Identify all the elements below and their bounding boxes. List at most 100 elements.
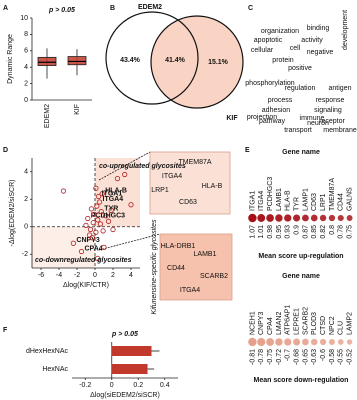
y-tick-label: 2	[24, 196, 28, 203]
set-label: KIF	[226, 115, 238, 122]
word: phosphorylation	[245, 80, 295, 87]
value-label: -0.55	[338, 349, 345, 365]
panel-label: F	[3, 327, 8, 334]
panel-label: B	[110, 5, 115, 12]
point-label: HLA-B	[105, 188, 127, 195]
point	[78, 248, 85, 255]
zoom-label: ITGA4	[162, 173, 182, 180]
word: antigen	[329, 85, 352, 92]
point	[114, 176, 121, 182]
word: receptor	[319, 118, 345, 125]
point	[95, 255, 101, 261]
x-tick-label: 0	[110, 382, 114, 389]
zoom-box	[149, 151, 231, 215]
region	[32, 226, 95, 268]
x-tick-label: -4	[56, 272, 62, 279]
word: process	[268, 97, 293, 104]
point	[93, 185, 99, 191]
annotation: Kifunensine-specific glycosites	[151, 219, 158, 314]
x-tick-label: 2	[111, 272, 115, 279]
gene-label: ATP6AP1	[285, 305, 292, 335]
gene-label: LAMP1	[302, 188, 309, 211]
gene-label: CD44	[338, 193, 345, 211]
value-label: 0.95	[276, 225, 283, 239]
point	[83, 222, 89, 228]
value-label: -0.7	[285, 349, 292, 361]
dot	[337, 339, 344, 345]
x-tick-label: 0.2	[133, 382, 143, 389]
word: apoptotic	[254, 37, 283, 44]
point	[128, 202, 134, 208]
x-axis-label: Mean score up-regulation	[258, 253, 343, 260]
gene-label: CTSD	[320, 316, 327, 335]
gene-label: PLOD3	[311, 312, 318, 335]
bar	[111, 346, 152, 356]
dot	[266, 338, 274, 346]
gene-label: LEPRE1	[293, 308, 300, 335]
gene-label: CD63	[311, 193, 318, 211]
dot	[337, 214, 344, 222]
point	[60, 188, 67, 194]
zoom-label: SCARB2	[200, 273, 228, 280]
dot	[310, 214, 318, 222]
dot	[293, 214, 301, 222]
point	[97, 221, 104, 227]
point	[93, 229, 99, 235]
dot	[346, 339, 353, 345]
point	[95, 217, 101, 223]
dot	[275, 214, 283, 222]
point	[98, 209, 104, 215]
panel-label: C	[248, 5, 253, 12]
gene-label: CLU	[338, 321, 345, 335]
dot	[275, 338, 283, 346]
zoom-label: LAMB1	[194, 251, 217, 258]
region-value: 15.1%	[208, 59, 229, 66]
y-axis-label: -Δlog(EDEM2/siSCR)	[9, 180, 16, 247]
y-tick-label: 8	[24, 31, 28, 38]
zoom-label: TMEM87A	[178, 159, 211, 166]
value-label: -0.58	[329, 349, 336, 365]
connector	[98, 151, 151, 181]
value-label: -0.68	[293, 349, 300, 365]
x-tick-label: -2	[74, 272, 80, 279]
value-label: 0.87	[302, 225, 309, 239]
word: transport	[284, 127, 312, 134]
gene-label: LMAN2	[276, 312, 283, 335]
word: response	[316, 97, 345, 104]
gene-label: LAMB1	[276, 188, 283, 211]
word: cell	[290, 45, 301, 52]
dot	[293, 338, 301, 346]
y-tick-label: 6	[24, 48, 28, 55]
point	[100, 228, 106, 234]
y-tick-label: 10	[20, 15, 28, 22]
dot	[302, 338, 309, 346]
gene-label: LAMP2	[346, 312, 353, 335]
point	[96, 199, 103, 205]
point-label: ITGA1	[102, 190, 123, 197]
word: development	[342, 10, 349, 50]
value-label: 0.82	[320, 225, 327, 239]
point	[87, 226, 94, 233]
dot	[266, 214, 274, 222]
panel-label: A	[3, 5, 8, 12]
annotation: co-downregulated glycosites	[35, 257, 132, 264]
dot	[328, 214, 336, 222]
x-tick-label: 0	[93, 272, 97, 279]
y-tick-label: 4	[24, 169, 28, 176]
dot	[302, 214, 309, 222]
y-tick-label: 4	[24, 64, 28, 71]
gene-label: SCARB2	[302, 307, 309, 335]
point	[103, 213, 109, 219]
word: activity	[301, 37, 323, 44]
zoom-label: CD63	[179, 199, 197, 206]
gene-label: PCDHGC3	[267, 177, 274, 211]
region-value: 41.4%	[165, 57, 186, 64]
x-tick-label: -6	[38, 272, 44, 279]
point	[108, 207, 114, 213]
dot	[284, 338, 292, 346]
dot	[346, 215, 353, 221]
bar	[111, 364, 148, 374]
dot	[284, 214, 292, 222]
annotation: co-upregulated glycosites	[99, 163, 186, 170]
point	[88, 206, 95, 212]
